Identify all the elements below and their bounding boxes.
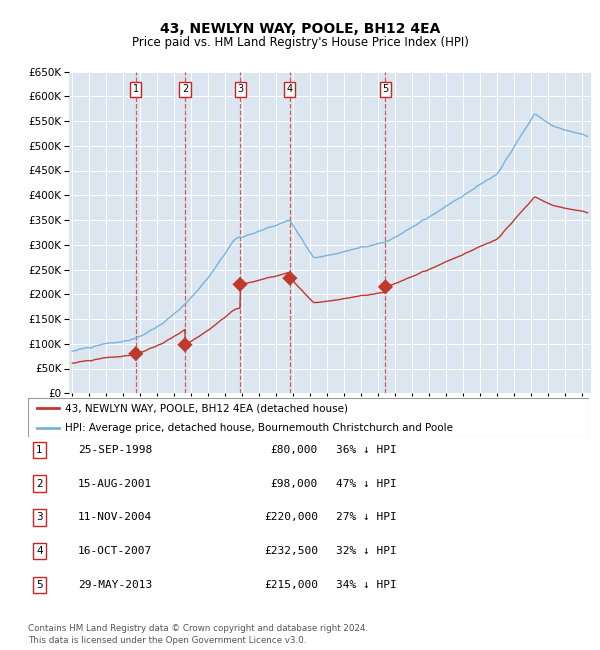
Text: Price paid vs. HM Land Registry's House Price Index (HPI): Price paid vs. HM Land Registry's House … bbox=[131, 36, 469, 49]
Text: 16-OCT-2007: 16-OCT-2007 bbox=[78, 546, 152, 556]
Text: 4: 4 bbox=[287, 84, 293, 94]
Text: 43, NEWLYN WAY, POOLE, BH12 4EA: 43, NEWLYN WAY, POOLE, BH12 4EA bbox=[160, 21, 440, 36]
Text: £80,000: £80,000 bbox=[271, 445, 318, 455]
Text: 3: 3 bbox=[36, 512, 43, 523]
Text: 1: 1 bbox=[133, 84, 139, 94]
Text: 2: 2 bbox=[36, 478, 43, 489]
Text: £215,000: £215,000 bbox=[264, 580, 318, 590]
Point bbox=[380, 281, 390, 292]
Text: 34% ↓ HPI: 34% ↓ HPI bbox=[336, 580, 397, 590]
Text: £220,000: £220,000 bbox=[264, 512, 318, 523]
Text: HPI: Average price, detached house, Bournemouth Christchurch and Poole: HPI: Average price, detached house, Bour… bbox=[65, 423, 452, 433]
Text: Contains HM Land Registry data © Crown copyright and database right 2024.
This d: Contains HM Land Registry data © Crown c… bbox=[28, 624, 368, 645]
Text: 32% ↓ HPI: 32% ↓ HPI bbox=[336, 546, 397, 556]
Text: 4: 4 bbox=[36, 546, 43, 556]
Point bbox=[285, 273, 295, 283]
Point bbox=[131, 348, 140, 359]
Text: 36% ↓ HPI: 36% ↓ HPI bbox=[336, 445, 397, 455]
Text: 11-NOV-2004: 11-NOV-2004 bbox=[78, 512, 152, 523]
Text: 27% ↓ HPI: 27% ↓ HPI bbox=[336, 512, 397, 523]
Text: 5: 5 bbox=[382, 84, 389, 94]
Text: 47% ↓ HPI: 47% ↓ HPI bbox=[336, 478, 397, 489]
Text: 1: 1 bbox=[36, 445, 43, 455]
Point bbox=[180, 339, 190, 350]
Text: 5: 5 bbox=[36, 580, 43, 590]
Text: 3: 3 bbox=[237, 84, 243, 94]
Text: £232,500: £232,500 bbox=[264, 546, 318, 556]
Text: 29-MAY-2013: 29-MAY-2013 bbox=[78, 580, 152, 590]
Text: 2: 2 bbox=[182, 84, 188, 94]
Point bbox=[235, 279, 245, 289]
Text: 43, NEWLYN WAY, POOLE, BH12 4EA (detached house): 43, NEWLYN WAY, POOLE, BH12 4EA (detache… bbox=[65, 404, 347, 413]
Text: 15-AUG-2001: 15-AUG-2001 bbox=[78, 478, 152, 489]
Text: £98,000: £98,000 bbox=[271, 478, 318, 489]
Text: 25-SEP-1998: 25-SEP-1998 bbox=[78, 445, 152, 455]
